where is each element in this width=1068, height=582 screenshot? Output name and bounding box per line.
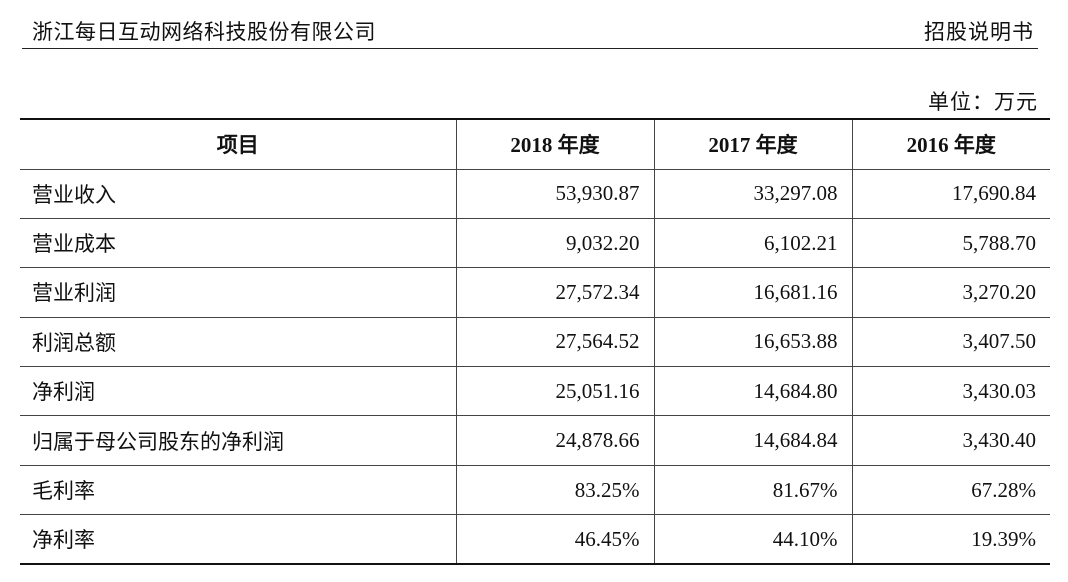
column-header-item: 项目 — [20, 118, 457, 170]
unit-label: 单位：万元 — [928, 90, 1038, 114]
cell-value: 33,297.08 — [653, 169, 853, 219]
cell-value: 19.39% — [851, 514, 1050, 566]
cell-value: 16,653.88 — [653, 317, 853, 368]
column-header-2016: 2016 年度 — [851, 118, 1050, 170]
table-header-row: 项目 2018 年度 2017 年度 2016 年度 — [20, 118, 1050, 170]
page-header: 浙江每日互动网络科技股份有限公司 招股说明书 — [22, 12, 1038, 49]
cell-value: 24,878.66 — [455, 415, 655, 466]
cell-value: 9,032.20 — [455, 218, 655, 269]
cell-value: 3,270.20 — [851, 267, 1050, 318]
cell-value: 67.28% — [851, 465, 1050, 516]
table-row: 营业成本 9,032.20 6,102.21 5,788.70 — [20, 218, 1050, 269]
document-type: 招股说明书 — [924, 20, 1034, 44]
table-row: 归属于母公司股东的净利润 24,878.66 14,684.84 3,430.40 — [20, 415, 1050, 466]
cell-value: 81.67% — [653, 465, 853, 516]
cell-value: 27,564.52 — [455, 317, 655, 368]
column-header-2018: 2018 年度 — [455, 118, 655, 170]
financial-table: 项目 2018 年度 2017 年度 2016 年度 营业收入 53,930.87… — [20, 118, 1050, 566]
table-row: 毛利率 83.25% 81.67% 67.28% — [20, 465, 1050, 516]
cell-value: 17,690.84 — [851, 169, 1050, 219]
cell-value: 3,430.40 — [851, 415, 1050, 466]
row-label: 归属于母公司股东的净利润 — [20, 415, 457, 466]
cell-value: 3,407.50 — [851, 317, 1050, 368]
table-row: 净利润 25,051.16 14,684.80 3,430.03 — [20, 366, 1050, 417]
row-label: 净利率 — [20, 514, 457, 566]
cell-value: 16,681.16 — [653, 267, 853, 318]
cell-value: 44.10% — [653, 514, 853, 566]
cell-value: 6,102.21 — [653, 218, 853, 269]
row-label: 净利润 — [20, 366, 457, 417]
row-label: 营业收入 — [20, 169, 457, 219]
cell-value: 3,430.03 — [851, 366, 1050, 417]
row-label: 营业利润 — [20, 267, 457, 318]
row-label: 毛利率 — [20, 465, 457, 516]
table-row: 营业利润 27,572.34 16,681.16 3,270.20 — [20, 267, 1050, 318]
row-label: 营业成本 — [20, 218, 457, 269]
cell-value: 5,788.70 — [851, 218, 1050, 269]
cell-value: 14,684.80 — [653, 366, 853, 417]
cell-value: 14,684.84 — [653, 415, 853, 466]
cell-value: 46.45% — [455, 514, 655, 566]
company-name: 浙江每日互动网络科技股份有限公司 — [32, 20, 376, 44]
table-row: 营业收入 53,930.87 33,297.08 17,690.84 — [20, 169, 1050, 219]
cell-value: 25,051.16 — [455, 366, 655, 417]
cell-value: 53,930.87 — [455, 169, 655, 219]
cell-value: 83.25% — [455, 465, 655, 516]
row-label: 利润总额 — [20, 317, 457, 368]
table-body: 营业收入 53,930.87 33,297.08 17,690.84 营业成本 9,032… — [20, 169, 1050, 566]
table-row: 净利率 46.45% 44.10% 19.39% — [20, 514, 1050, 566]
table-row: 利润总额 27,564.52 16,653.88 3,407.50 — [20, 317, 1050, 368]
column-header-2017: 2017 年度 — [653, 118, 853, 170]
cell-value: 27,572.34 — [455, 267, 655, 318]
